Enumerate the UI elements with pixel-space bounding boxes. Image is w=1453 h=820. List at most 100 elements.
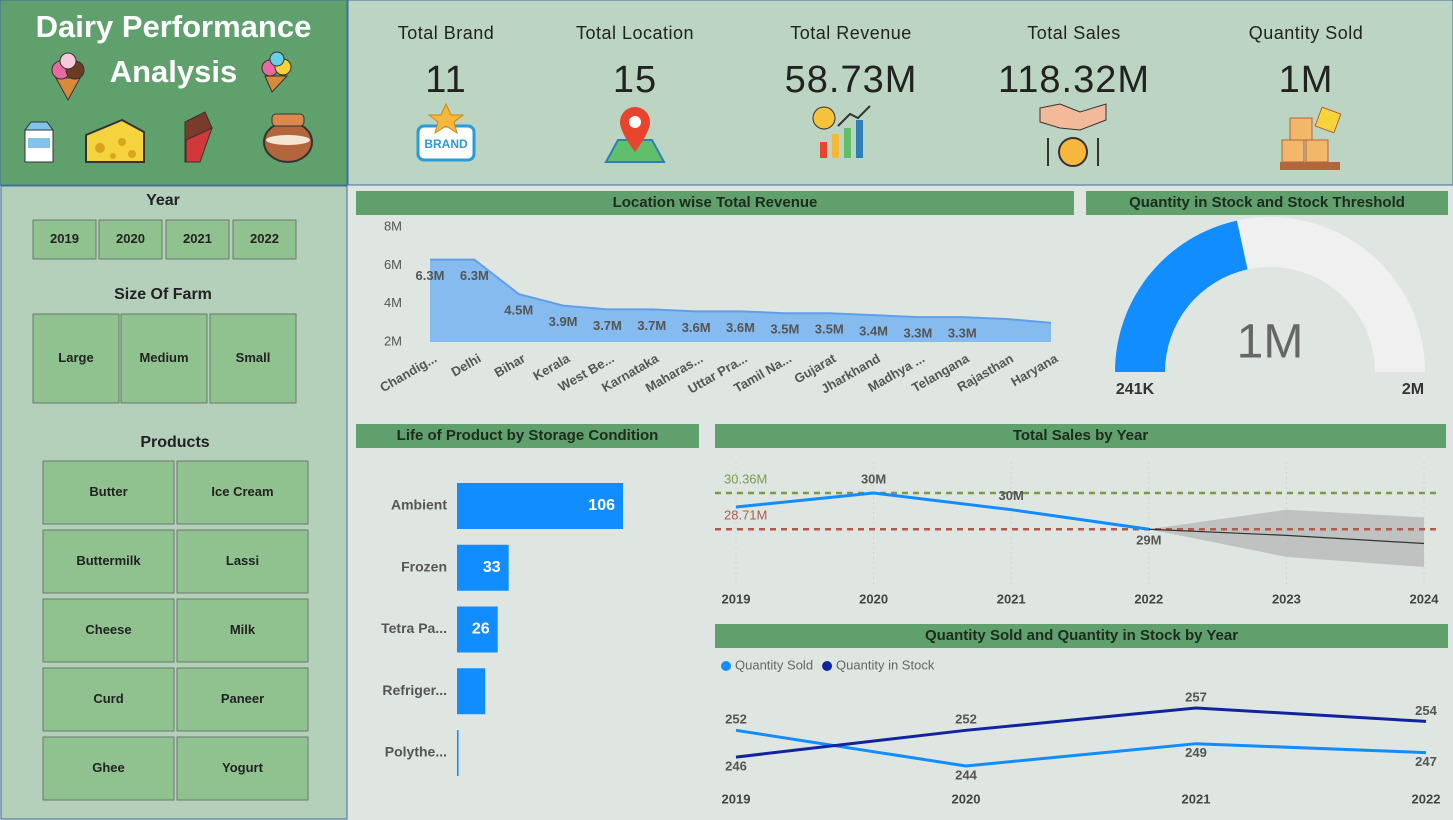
data-label: 26 xyxy=(472,621,490,638)
data-label: 33 xyxy=(483,559,501,576)
area-line xyxy=(430,258,1052,324)
gauge-value: 1M xyxy=(1237,316,1304,369)
slicer-button[interactable] xyxy=(42,598,175,663)
data-label: 254 xyxy=(1415,703,1437,718)
data-label: 3.3M xyxy=(948,326,977,341)
kpi-panel xyxy=(347,0,1453,186)
chart-title-bar xyxy=(715,624,1448,648)
slicer-button[interactable] xyxy=(42,460,175,525)
y-tick-label: Tetra Pa... xyxy=(381,620,447,636)
slicer-item[interactable]: Lassi xyxy=(226,553,259,568)
slicer-item[interactable]: Cheese xyxy=(85,622,131,637)
slicer-title: Year xyxy=(146,192,180,209)
slicer-button[interactable] xyxy=(176,529,309,594)
data-label: 3.7M xyxy=(593,318,622,333)
line xyxy=(735,728,1427,768)
gauge-fill xyxy=(1115,220,1248,372)
y-tick-label: Ambient xyxy=(391,497,447,513)
slicer-item[interactable]: Small xyxy=(236,350,271,365)
slicer-button[interactable] xyxy=(32,219,97,260)
data-label: 30M xyxy=(861,471,886,486)
slicer-item[interactable]: Yogurt xyxy=(222,760,264,775)
slicer-button[interactable] xyxy=(176,460,309,525)
dashboard-title: Dairy Performance Analysis xyxy=(35,9,312,89)
slicer-button[interactable] xyxy=(98,219,163,260)
slicer-item[interactable]: 2019 xyxy=(50,231,79,246)
y-tick-label: 8M xyxy=(384,218,402,233)
slicer-item[interactable]: Curd xyxy=(93,691,123,706)
kpi-value: 118.32M xyxy=(998,59,1150,101)
slicer-button[interactable] xyxy=(176,667,309,732)
line xyxy=(1148,528,1425,545)
x-tick-label: 2019 xyxy=(722,791,751,806)
slicer-item[interactable]: Medium xyxy=(139,350,188,365)
slicer-item[interactable]: Ice Cream xyxy=(211,484,273,499)
slicer-button[interactable] xyxy=(42,529,175,594)
chart-title-bar xyxy=(356,191,1074,215)
icon-ice-cream xyxy=(261,51,292,93)
data-label: 252 xyxy=(725,712,747,727)
y-tick-label: 2M xyxy=(384,333,402,348)
data-label: 6.3M xyxy=(460,268,489,283)
area xyxy=(430,259,1051,342)
x-tick-label: 2019 xyxy=(722,591,751,606)
slicer-title: Products xyxy=(140,434,209,451)
icon-map-pin xyxy=(604,107,666,163)
line xyxy=(735,706,1427,759)
slicer-item[interactable]: Buttermilk xyxy=(76,553,141,568)
y-tick-label: Frozen xyxy=(401,558,447,574)
slicer-button[interactable] xyxy=(232,219,297,260)
chart-title: Quantity Sold and Quantity in Stock by Y… xyxy=(925,627,1238,644)
data-label: 249 xyxy=(1185,745,1207,760)
gauge-max: 2M xyxy=(1402,381,1424,398)
data-label: 3.3M xyxy=(903,326,932,341)
slicer-button[interactable] xyxy=(165,219,230,260)
kpi-label: Quantity Sold xyxy=(1249,23,1364,43)
x-tick-label: 2021 xyxy=(997,591,1026,606)
x-tick-label: 2024 xyxy=(1410,591,1440,606)
icon-growth xyxy=(812,105,871,158)
data-label: 246 xyxy=(725,759,747,774)
slicer-button[interactable] xyxy=(176,598,309,663)
data-label: 3.9M xyxy=(549,314,578,329)
x-tick-label: 2020 xyxy=(859,591,888,606)
kpi-label: Total Location xyxy=(576,23,694,43)
data-label: 3.5M xyxy=(770,322,799,337)
slicer-item[interactable]: Large xyxy=(58,350,93,365)
data-label: 30M xyxy=(999,488,1024,503)
bar xyxy=(457,483,623,529)
slicer-item[interactable]: Butter xyxy=(89,484,127,499)
slicer-button[interactable] xyxy=(32,313,120,404)
x-tick-label: 2022 xyxy=(1412,791,1441,806)
x-tick-label: 2022 xyxy=(1134,591,1163,606)
legend-label: Quantity in Stock xyxy=(836,657,935,672)
slicer-item[interactable]: Ghee xyxy=(92,760,125,775)
data-label: 3.6M xyxy=(682,320,711,335)
slicer-item[interactable]: 2021 xyxy=(183,231,212,246)
slicer-button[interactable] xyxy=(176,736,309,801)
slicer-item[interactable]: 2020 xyxy=(116,231,145,246)
slicer-title: Size Of Farm xyxy=(114,286,212,303)
slicer-item[interactable]: 2022 xyxy=(250,231,279,246)
bar xyxy=(457,544,509,591)
kpi-value: 58.73M xyxy=(785,59,918,101)
icon-milk xyxy=(24,121,54,163)
slicer-button[interactable] xyxy=(120,313,208,404)
slicer-button[interactable] xyxy=(209,313,297,404)
slicer-item[interactable]: Milk xyxy=(230,622,256,637)
y-tick-label: 4M xyxy=(384,295,402,310)
data-label: 3.7M xyxy=(637,318,666,333)
data-label: 244 xyxy=(955,767,977,782)
data-label: 6.3M xyxy=(416,268,445,283)
slicer-button[interactable] xyxy=(42,667,175,732)
y-tick-label: Refriger... xyxy=(382,682,447,698)
data-label: 3.6M xyxy=(726,320,755,335)
data-label: 257 xyxy=(1185,689,1207,704)
data-label: 252 xyxy=(955,712,977,727)
icon-pot xyxy=(263,113,313,163)
reference-label: 30.36M xyxy=(724,471,767,486)
data-label: 4.5M xyxy=(504,303,533,318)
slicer-button[interactable] xyxy=(42,736,175,801)
slicer-item[interactable]: Paneer xyxy=(221,691,264,706)
